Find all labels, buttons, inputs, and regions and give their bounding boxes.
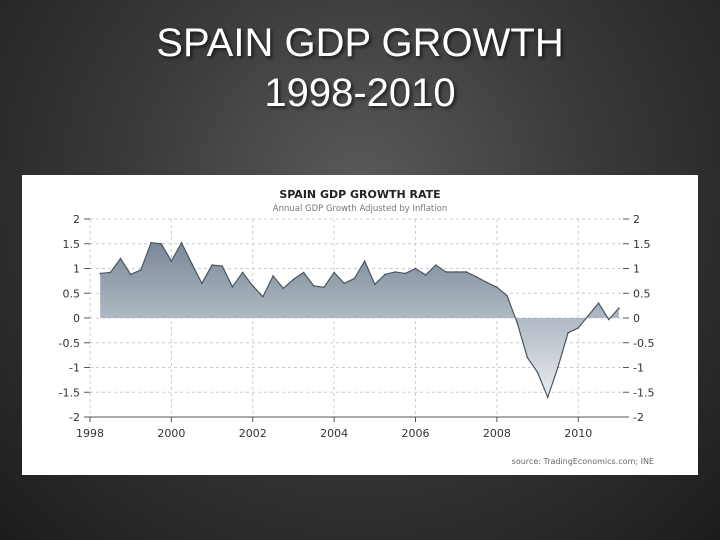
- slide-title-line2: 1998-2010: [264, 71, 456, 115]
- y-tick-label-right: 2: [633, 213, 640, 226]
- data-point: [272, 275, 274, 277]
- data-point: [323, 286, 325, 289]
- axis-layer: 2 2 1.5 1.5 1 1 0.5 0.5 0 0 -0.5 -0.5 -1 -1 -1.5 -1.5 -2…: [59, 213, 655, 440]
- data-point: [302, 271, 305, 274]
- area-layer: [99, 241, 620, 399]
- y-tick-label-right: -1.5: [633, 386, 654, 399]
- data-point: [465, 271, 468, 273]
- series-line: [100, 241, 620, 399]
- data-point: [475, 276, 478, 278]
- data-point: [251, 285, 254, 287]
- data-point: [597, 302, 600, 304]
- x-tick-label: 1998: [76, 427, 104, 440]
- x-tick-label: 2002: [239, 427, 267, 440]
- y-tick-label-left: -1.5: [59, 386, 80, 399]
- data-point: [221, 265, 224, 267]
- data-point: [241, 271, 244, 274]
- y-tick-label-right: -0.5: [633, 337, 654, 350]
- x-tick-label: 2000: [157, 427, 185, 440]
- data-point: [129, 273, 132, 276]
- data-point: [577, 327, 580, 329]
- data-point: [618, 307, 620, 309]
- y-tick-label-left: 0: [73, 312, 80, 325]
- data-point: [211, 264, 213, 266]
- data-point: [607, 318, 610, 321]
- data-point: [424, 274, 427, 276]
- data-point: [170, 260, 173, 262]
- data-point: [180, 241, 183, 244]
- data-point: [150, 241, 152, 244]
- data-point: [312, 285, 315, 287]
- slide-title-line1: SPAIN GDP GROWTH: [156, 21, 564, 65]
- data-point: [363, 260, 366, 262]
- data-point: [231, 286, 234, 288]
- y-tick-label-right: 0.5: [633, 287, 651, 300]
- y-tick-label-left: 1: [73, 263, 80, 276]
- data-point: [99, 272, 101, 275]
- y-tick-label-left: 0.5: [63, 287, 81, 300]
- data-point: [353, 277, 356, 280]
- y-tick-label-right: -2: [633, 411, 644, 424]
- data-point: [567, 332, 569, 334]
- chart-card: SPAIN GDP GROWTH RATE Annual GDP Growth …: [22, 175, 698, 475]
- data-point: [374, 283, 376, 286]
- data-point: [119, 257, 122, 260]
- data-point: [262, 295, 264, 298]
- data-point: [109, 271, 112, 274]
- slide-title: SPAIN GDP GROWTH 1998-2010: [0, 18, 720, 118]
- data-point: [557, 366, 559, 369]
- data-point: [384, 273, 386, 276]
- y-tick-label-left: 1.5: [63, 238, 81, 251]
- y-tick-label-right: 1: [633, 263, 640, 276]
- chart-subtitle: Annual GDP Growth Adjusted by Inflation: [273, 204, 447, 214]
- data-point: [435, 264, 437, 266]
- data-point: [587, 314, 590, 317]
- y-tick-label-left: -1: [69, 362, 80, 375]
- y-tick-label-left: 2: [73, 213, 80, 226]
- chart-source: source: TradingEconomics.com; INE: [512, 457, 654, 466]
- data-point: [404, 272, 407, 275]
- x-tick-label: 2004: [320, 427, 348, 440]
- data-point: [526, 356, 529, 359]
- data-point: [536, 371, 539, 374]
- data-point: [160, 242, 163, 245]
- y-tick-label-right: 0: [633, 312, 640, 325]
- y-tick-label-left: -0.5: [59, 337, 80, 350]
- x-tick-label: 2010: [564, 427, 592, 440]
- data-point: [506, 294, 508, 297]
- y-tick-label-right: -1: [633, 362, 644, 375]
- gdp-chart: SPAIN GDP GROWTH RATE Annual GDP Growth …: [59, 188, 655, 466]
- y-tick-label-left: -2: [69, 411, 80, 424]
- data-point: [394, 271, 396, 273]
- data-point: [140, 269, 142, 271]
- data-point: [485, 281, 488, 284]
- data-point: [414, 267, 417, 270]
- y-tick-label-right: 1.5: [633, 238, 651, 251]
- chart-title: SPAIN GDP GROWTH RATE: [279, 188, 440, 201]
- data-point: [455, 271, 457, 273]
- data-point: [201, 282, 203, 285]
- x-tick-label: 2006: [401, 427, 429, 440]
- data-point: [190, 262, 193, 265]
- data-point: [516, 322, 519, 324]
- data-point: [343, 282, 346, 285]
- data-point: [496, 286, 498, 289]
- data-point: [445, 271, 447, 273]
- data-point: [282, 287, 285, 290]
- x-tick-label: 2008: [483, 427, 511, 440]
- data-point: [292, 278, 295, 281]
- data-point: [546, 396, 549, 398]
- data-point: [333, 271, 335, 274]
- series-area-fill: [100, 242, 619, 398]
